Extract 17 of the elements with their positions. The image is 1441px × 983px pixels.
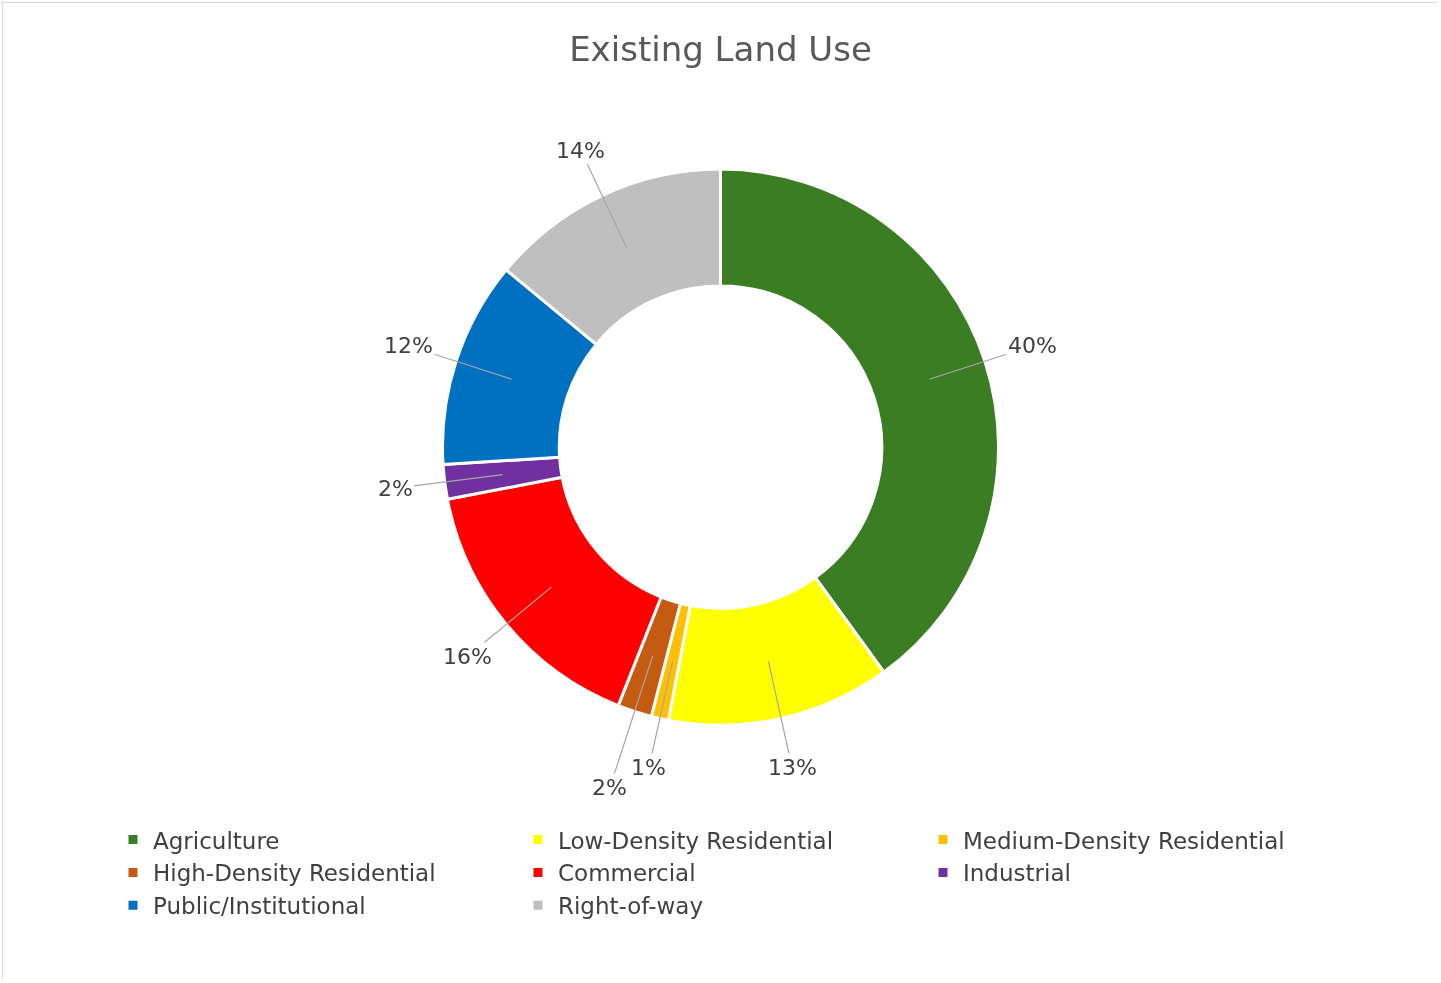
data-label: 14%: [556, 138, 605, 163]
legend-label: Medium-Density Residential: [963, 827, 1285, 854]
data-label: 13%: [768, 755, 817, 780]
legend-label: Low-Density Residential: [558, 827, 834, 854]
legend-label: High-Density Residential: [153, 860, 436, 887]
legend-label: Right-of-way: [558, 893, 704, 920]
data-label: 40%: [1008, 333, 1057, 358]
legend-label: Public/Institutional: [153, 893, 366, 920]
data-label: 2%: [378, 476, 413, 501]
legend-label: Industrial: [963, 860, 1071, 887]
data-label: 1%: [631, 755, 666, 780]
data-label: 2%: [592, 775, 627, 800]
legend-label: Commercial: [558, 860, 696, 887]
data-label: 16%: [443, 644, 492, 669]
legend-label: Agriculture: [153, 827, 280, 854]
chart-title: Existing Land Use: [569, 28, 872, 69]
data-label: 12%: [384, 333, 433, 358]
